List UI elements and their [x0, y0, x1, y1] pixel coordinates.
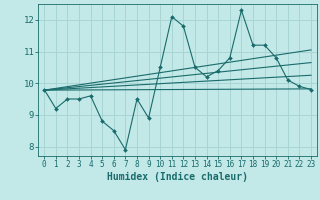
X-axis label: Humidex (Indice chaleur): Humidex (Indice chaleur)	[107, 172, 248, 182]
